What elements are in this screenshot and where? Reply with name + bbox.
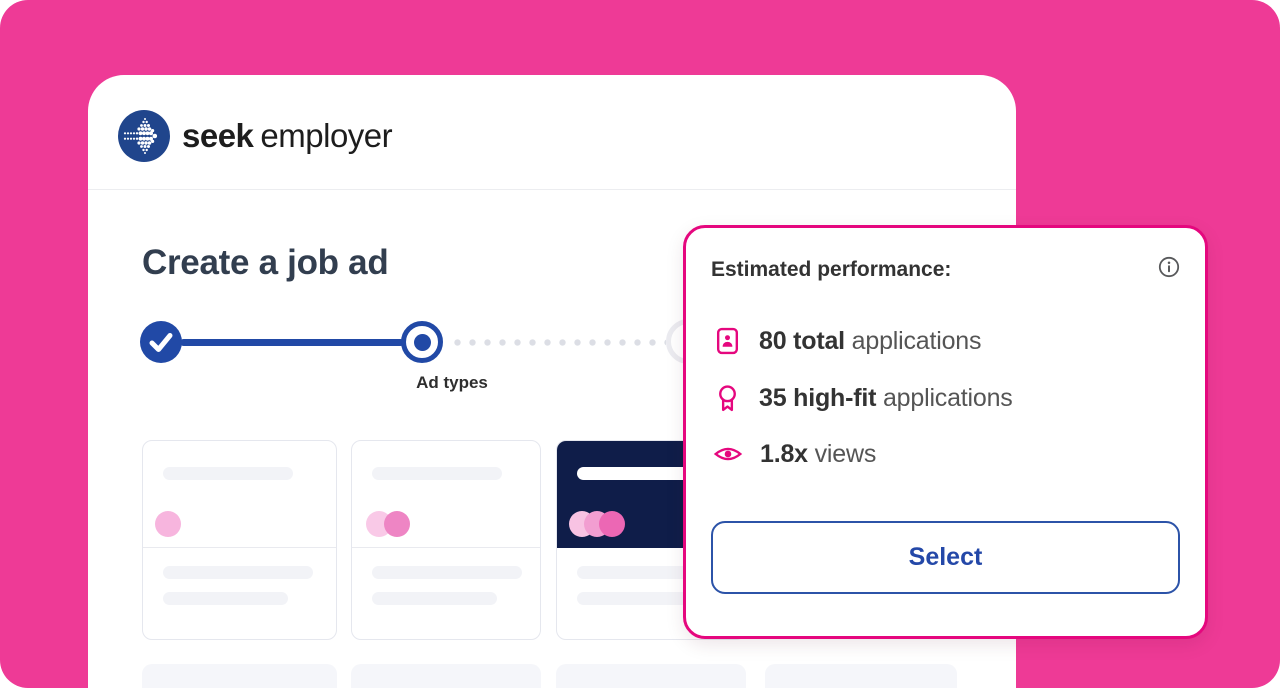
skeleton-bar <box>351 664 541 688</box>
stepper-step-current[interactable] <box>401 321 443 363</box>
card-1-title-placeholder <box>163 467 293 480</box>
card-1-top <box>143 441 336 548</box>
skeleton-bar <box>142 664 337 688</box>
stepper-current-dot <box>413 333 431 351</box>
skeleton-bar <box>556 664 746 688</box>
brand-employer: employer <box>260 117 393 154</box>
brand-seek: seek <box>182 117 254 154</box>
skeleton-bar <box>765 664 957 688</box>
stat-text: 35 high-fit applications <box>759 383 1013 412</box>
stepper-step-completed[interactable] <box>140 321 182 363</box>
ad-type-card-2[interactable] <box>351 440 541 640</box>
seek-logo-icon[interactable] <box>118 110 170 162</box>
card-3-line-placeholder <box>577 592 702 605</box>
card-3-feature-dot <box>599 511 625 537</box>
ad-type-card-1[interactable] <box>142 440 337 640</box>
stat-text: 1.8x views <box>760 439 877 468</box>
stat-text: 80 total applications <box>759 326 982 355</box>
stat-total-applications: 80 total applications <box>713 323 982 359</box>
stat-views-multiplier: 1.8x views <box>713 436 876 472</box>
card-1-bottom <box>143 548 336 639</box>
stepper-connector-solid <box>180 339 404 346</box>
eye-icon <box>713 447 743 461</box>
brand-wordmark[interactable]: seek employer <box>182 117 393 155</box>
check-icon <box>149 333 173 352</box>
card-2-title-placeholder <box>372 467 502 480</box>
estimated-performance-card: Estimated performance: 80 total applicat… <box>683 225 1208 639</box>
select-button[interactable]: Select <box>711 521 1180 594</box>
page-title: Create a job ad <box>142 243 389 282</box>
estimated-performance-title: Estimated performance: <box>711 258 952 281</box>
card-1-line-placeholder <box>163 592 288 605</box>
app-header: seek employer <box>88 75 1016 190</box>
award-ribbon-icon <box>719 385 736 412</box>
applicant-card-icon <box>716 327 739 355</box>
card-2-feature-dot <box>384 511 410 537</box>
stat-highfit-applications: 35 high-fit applications <box>713 380 1013 416</box>
info-icon[interactable] <box>1158 256 1180 278</box>
card-2-line-placeholder <box>372 566 522 579</box>
stepper-step-label: Ad types <box>416 373 488 392</box>
stepper-connector-dotted <box>450 339 666 346</box>
card-2-top <box>352 441 540 548</box>
card-1-line-placeholder <box>163 566 313 579</box>
card-2-bottom <box>352 548 540 639</box>
card-2-line-placeholder <box>372 592 497 605</box>
card-1-feature-dot <box>155 511 181 537</box>
